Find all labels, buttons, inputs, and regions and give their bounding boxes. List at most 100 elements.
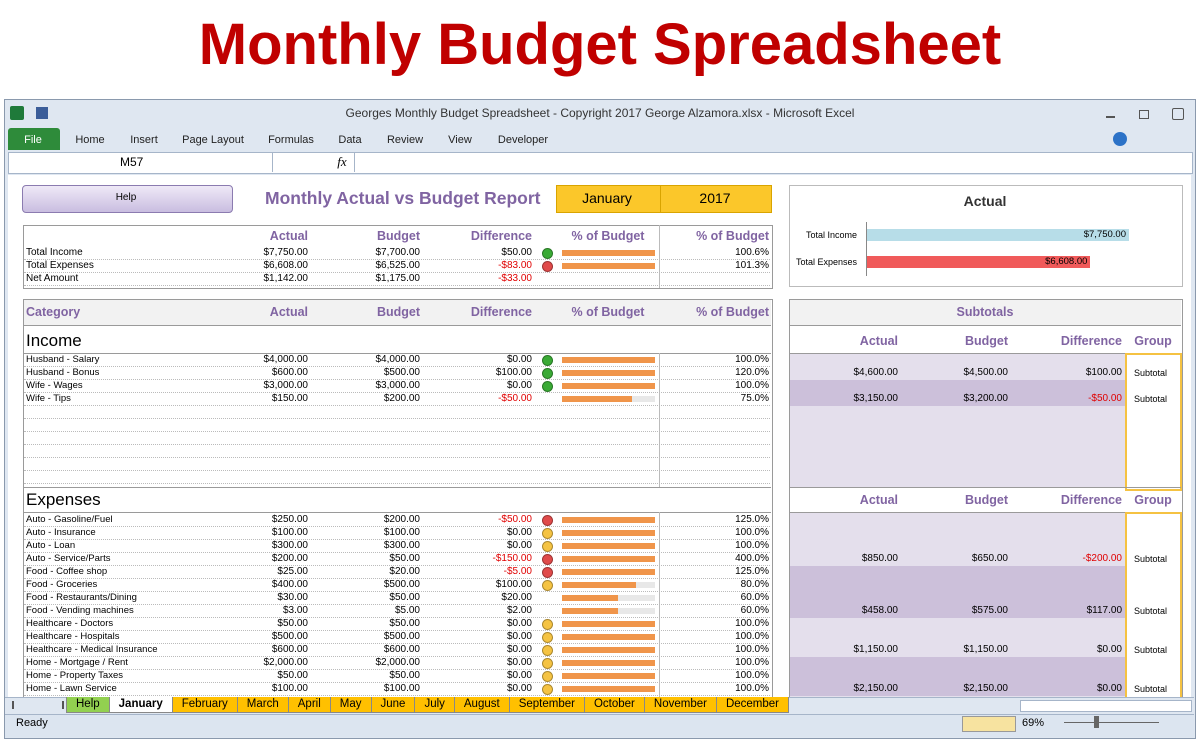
chart-category: Total Expenses bbox=[795, 257, 857, 267]
month: January bbox=[582, 190, 632, 206]
file-tab[interactable] bbox=[8, 128, 60, 150]
sheet-tab[interactable]: September bbox=[508, 697, 585, 713]
cell-budget: $50.00 bbox=[389, 553, 420, 564]
cell-percent: 100.0% bbox=[735, 631, 769, 642]
cell-percent: 125.0% bbox=[735, 566, 769, 577]
cell-percent: 120.0% bbox=[735, 367, 769, 378]
percent-bar bbox=[562, 673, 655, 679]
row-label: Food - Vending machines bbox=[26, 605, 134, 616]
sheet-tabs: Help January February March April May June July… bbox=[66, 697, 790, 713]
percent-track bbox=[562, 383, 655, 389]
cell-difference: $0.00 bbox=[506, 540, 532, 551]
cell-difference: $0.00 bbox=[506, 354, 532, 365]
status-dot bbox=[542, 658, 553, 669]
help-button-label[interactable]: Help bbox=[115, 192, 137, 203]
percent-bar bbox=[562, 396, 632, 402]
percent-bar bbox=[562, 660, 655, 666]
ribbon-tab[interactable]: View bbox=[448, 134, 472, 146]
cell-budget: $1,175.00 bbox=[375, 273, 421, 284]
chart-bar bbox=[867, 256, 1091, 268]
sheet-tab[interactable]: August bbox=[453, 697, 510, 713]
window-title: Georges Monthly Budget Spreadsheet - Cop… bbox=[345, 106, 855, 120]
vertical-divider bbox=[659, 353, 660, 487]
status-dot bbox=[542, 632, 553, 643]
cell-percent: 400.0% bbox=[735, 553, 769, 564]
subtotal-group: Subtotal bbox=[1134, 368, 1168, 378]
cell-percent: 100.0% bbox=[735, 644, 769, 655]
sheet-tab[interactable]: Help bbox=[66, 697, 110, 713]
row-line bbox=[24, 392, 770, 393]
percent-bar bbox=[562, 686, 655, 692]
percent-bar bbox=[562, 543, 655, 549]
chart-axis bbox=[866, 222, 867, 276]
row-label: Home - Mortgage / Rent bbox=[26, 657, 128, 668]
maximize-btn[interactable] bbox=[1139, 110, 1149, 119]
table-header: Difference bbox=[470, 305, 532, 319]
zoom-thumb[interactable] bbox=[1094, 716, 1099, 728]
ribbon-tab[interactable]: Page Layout bbox=[182, 134, 244, 146]
sheet-tab[interactable]: December bbox=[715, 697, 790, 713]
sheet-tab[interactable]: October bbox=[583, 697, 645, 713]
percent-track bbox=[562, 543, 655, 549]
row-label: Husband - Salary bbox=[26, 354, 100, 365]
cell-percent: 60.0% bbox=[740, 605, 769, 616]
cell-budget: $50.00 bbox=[389, 618, 420, 629]
subtotal-difference: $0.00 bbox=[1096, 644, 1122, 655]
status-dot bbox=[542, 261, 553, 272]
percent-track bbox=[562, 569, 655, 575]
ribbon-tab[interactable]: Insert bbox=[130, 134, 158, 146]
row-line bbox=[24, 604, 770, 605]
cell-difference: $100.00 bbox=[495, 579, 532, 590]
summary-header: Difference bbox=[470, 229, 532, 243]
row-label: Auto - Loan bbox=[26, 540, 76, 551]
ribbon-tab[interactable]: Review bbox=[386, 134, 424, 146]
save-icon bbox=[36, 107, 48, 119]
section-line-right bbox=[790, 512, 1181, 513]
close-btn[interactable] bbox=[1172, 108, 1184, 120]
ribbon-tab[interactable]: Data bbox=[338, 134, 362, 146]
cell-difference: -$33.00 bbox=[498, 273, 532, 284]
zoom-slider[interactable] bbox=[1064, 722, 1159, 723]
cell-percent: 80.0% bbox=[740, 579, 769, 590]
row-line bbox=[24, 483, 770, 484]
row-label: Home - Lawn Service bbox=[26, 683, 117, 694]
ribbon-tab[interactable]: Formulas bbox=[268, 134, 314, 146]
cell-percent: 100.0% bbox=[735, 527, 769, 538]
row-line bbox=[24, 418, 770, 419]
cell-budget: $2,000.00 bbox=[375, 657, 421, 668]
status-dot bbox=[542, 554, 553, 565]
row-label: Healthcare - Hospitals bbox=[26, 631, 120, 642]
help-icon[interactable] bbox=[1113, 132, 1127, 146]
sheet-tab[interactable]: February bbox=[171, 697, 238, 713]
table-header: % of Budget bbox=[696, 305, 769, 319]
percent-bar bbox=[562, 582, 637, 588]
cell-actual: $50.00 bbox=[277, 618, 308, 629]
sheet-tab[interactable]: May bbox=[329, 697, 372, 713]
subtotal-group: Subtotal bbox=[1134, 554, 1168, 564]
subtotal-budget: $1,150.00 bbox=[963, 644, 1009, 655]
ribbon-tab[interactable]: Home bbox=[75, 134, 105, 146]
sheet-tab[interactable]: November bbox=[643, 697, 717, 713]
cell-budget: $7,700.00 bbox=[375, 247, 421, 258]
section-line-left bbox=[24, 512, 771, 513]
sheet-tab[interactable]: June bbox=[370, 697, 416, 713]
sheet-tab[interactable]: January bbox=[108, 697, 173, 713]
percent-track bbox=[562, 396, 655, 402]
help-button[interactable] bbox=[22, 185, 233, 213]
row-label: Food - Coffee shop bbox=[26, 566, 108, 577]
row-line bbox=[24, 431, 770, 432]
cell-difference: $0.00 bbox=[506, 631, 532, 642]
ribbon-tab[interactable]: Developer bbox=[497, 134, 549, 146]
row-line bbox=[24, 591, 770, 592]
cell-actual: $300.00 bbox=[271, 540, 308, 551]
cell-actual: $3.00 bbox=[282, 605, 308, 616]
sheet-tab[interactable]: July bbox=[414, 697, 455, 713]
subtotal-difference: $117.00 bbox=[1086, 605, 1122, 616]
row-line bbox=[24, 259, 770, 260]
cell-budget: $4,000.00 bbox=[375, 354, 421, 365]
percent-track bbox=[562, 530, 655, 536]
sheet-tab[interactable]: April bbox=[287, 697, 331, 713]
sheet-tab[interactable]: March bbox=[236, 697, 289, 713]
percent-track bbox=[562, 556, 655, 562]
minimize-btn[interactable] bbox=[1106, 116, 1115, 118]
